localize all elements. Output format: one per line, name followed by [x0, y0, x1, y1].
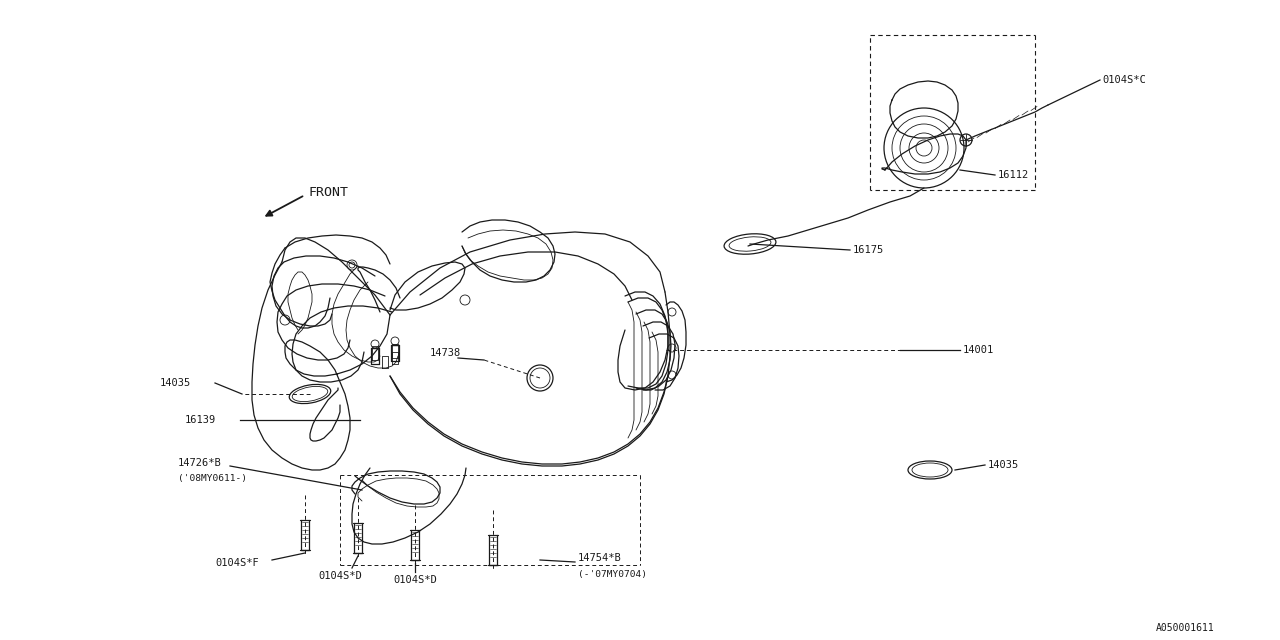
Text: 0104S*C: 0104S*C: [1102, 75, 1146, 85]
Text: 14001: 14001: [963, 345, 995, 355]
Text: 14035: 14035: [160, 378, 191, 388]
Text: FRONT: FRONT: [308, 186, 348, 198]
Text: 16175: 16175: [852, 245, 884, 255]
Text: 16112: 16112: [998, 170, 1029, 180]
Text: 14738: 14738: [430, 348, 461, 358]
Text: 14726*B: 14726*B: [178, 458, 221, 468]
Text: A050001611: A050001611: [1156, 623, 1215, 633]
Text: ('08MY0611-): ('08MY0611-): [178, 474, 247, 483]
Text: 0104S*D: 0104S*D: [317, 571, 362, 581]
Text: 14754*B: 14754*B: [579, 553, 622, 563]
Text: 14035: 14035: [988, 460, 1019, 470]
Text: 0104S*F: 0104S*F: [215, 558, 259, 568]
Text: (-'07MY0704): (-'07MY0704): [579, 570, 646, 579]
Text: 0104S*D: 0104S*D: [393, 575, 436, 585]
Text: 16139: 16139: [186, 415, 216, 425]
